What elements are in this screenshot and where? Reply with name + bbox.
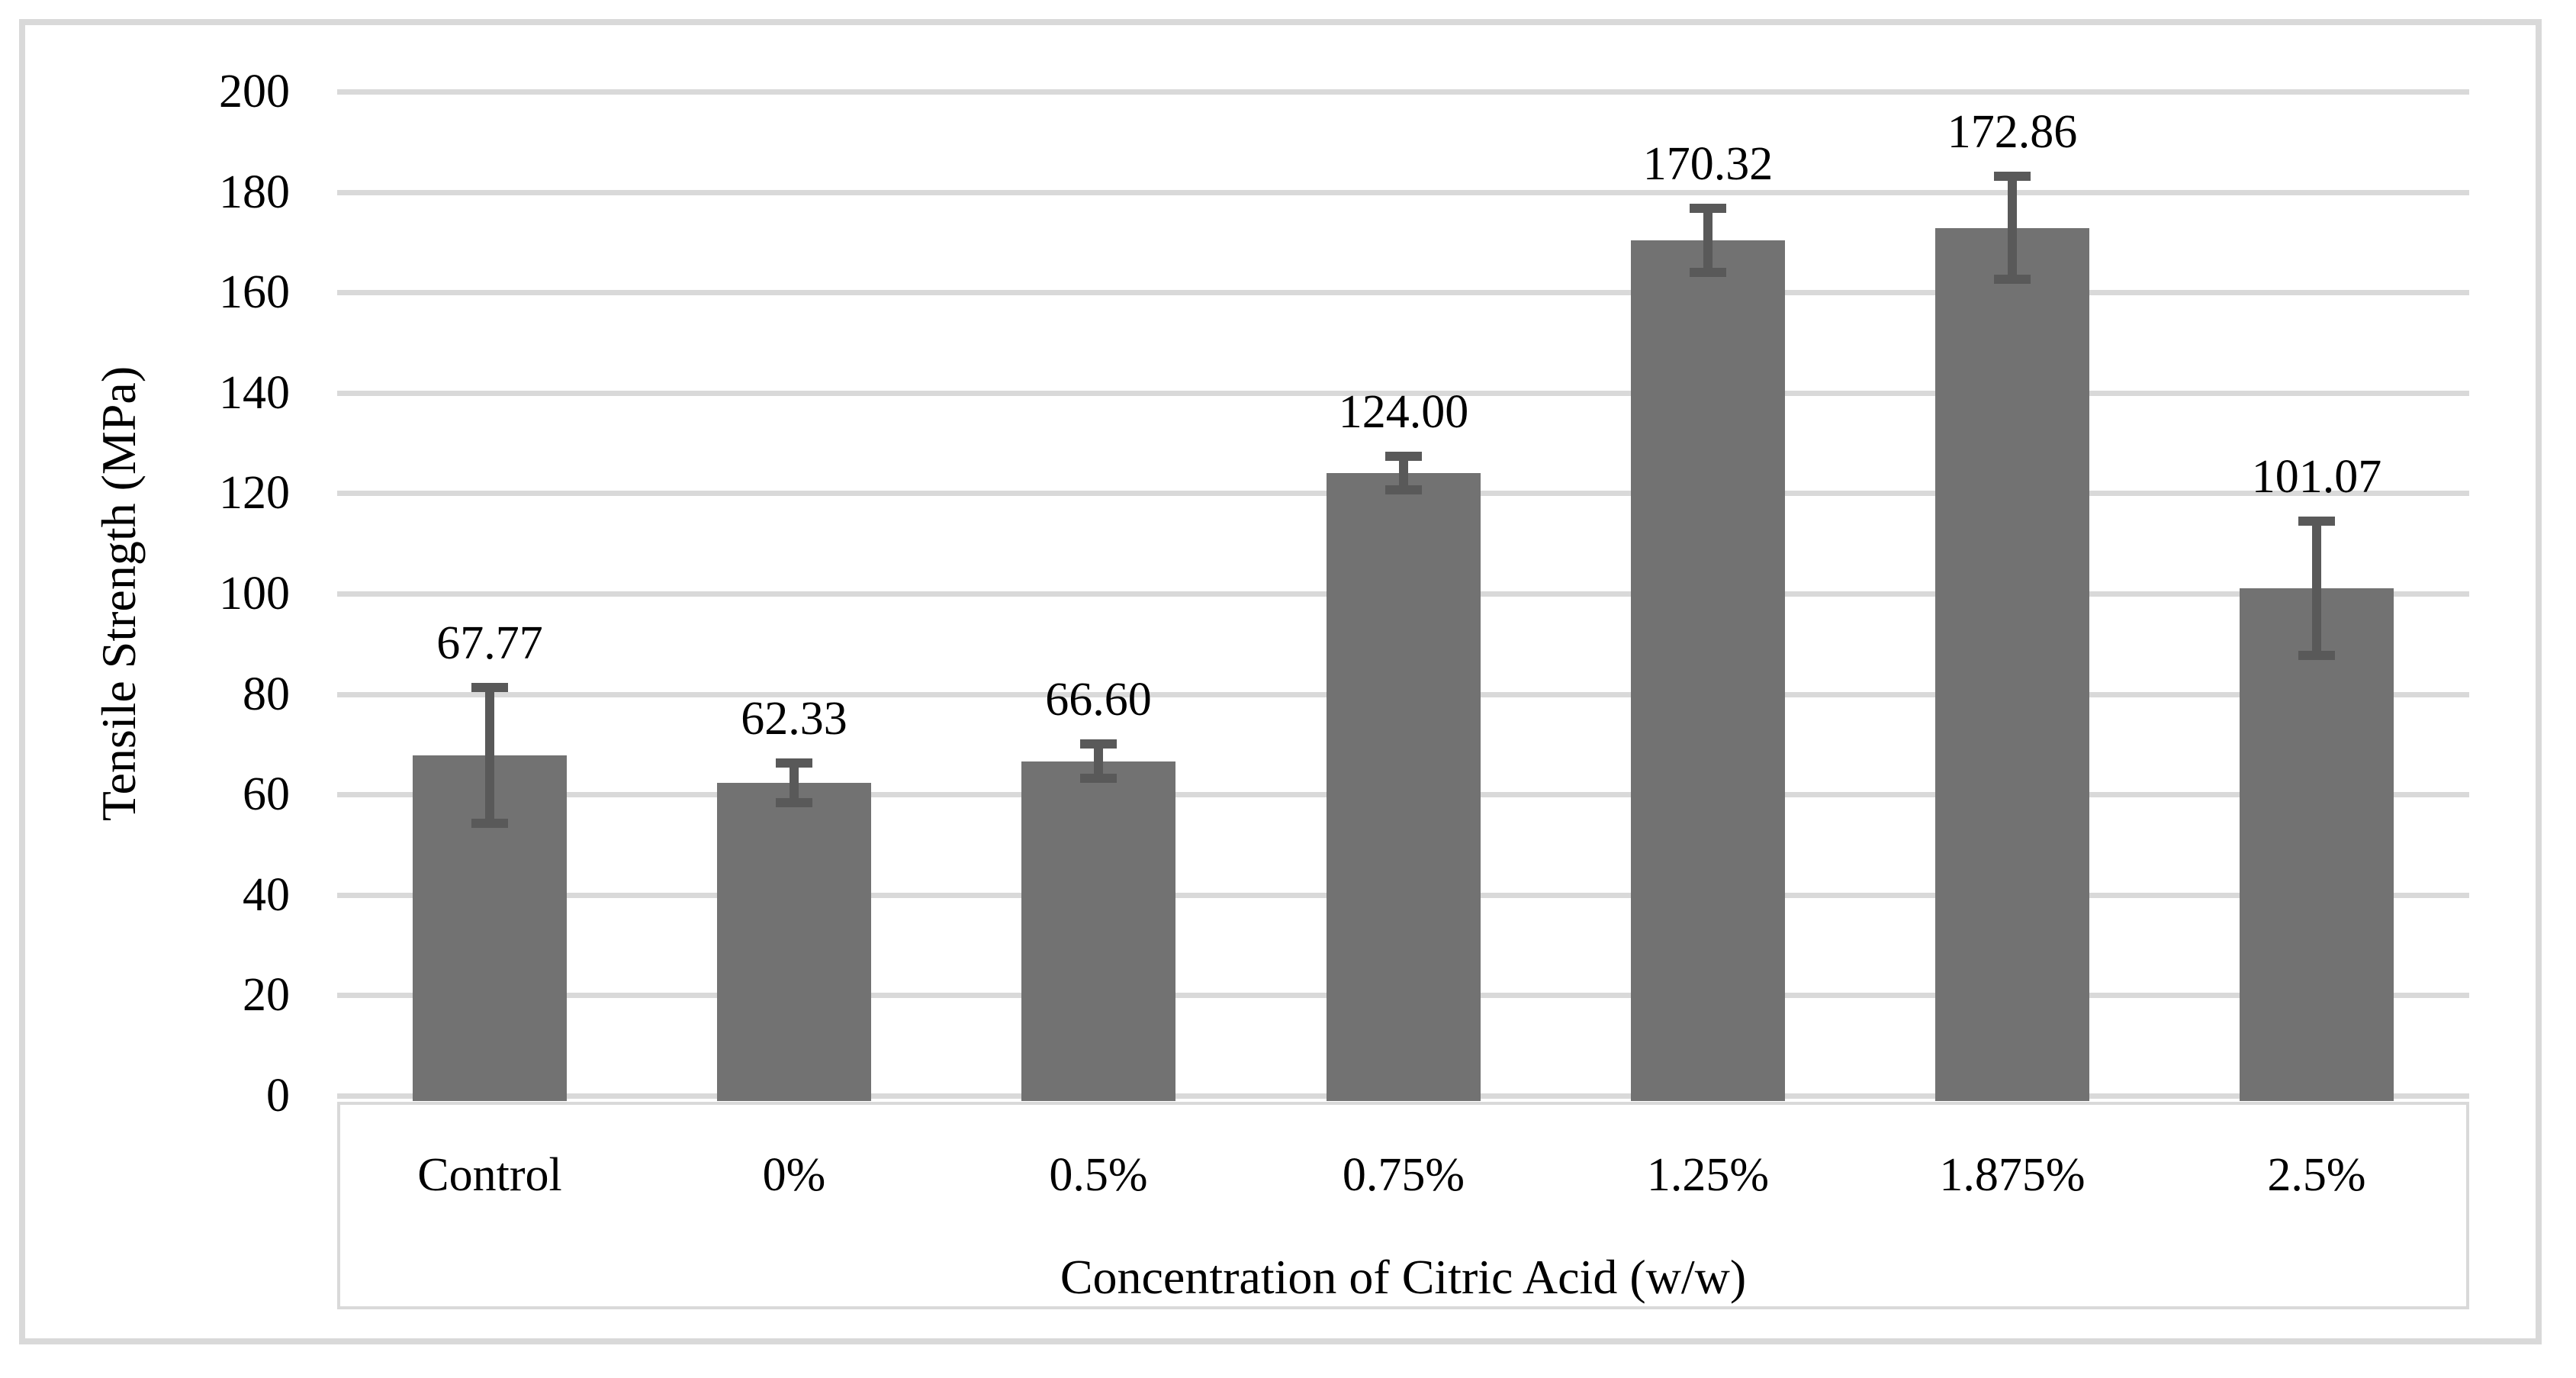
bar [2240,588,2394,1101]
error-bar-top-cap [1994,172,2031,181]
error-bar-line [1094,744,1103,778]
category-label: 2.5% [2267,1149,2366,1201]
error-bar-bottom-cap [1994,275,2031,284]
data-label: 124.00 [1338,386,1469,438]
plot-area: 67.77 62.33 66.60 124.00 170.32 172.86 101.07 [337,89,2469,1101]
bar [1021,761,1175,1101]
data-label: 101.07 [2251,451,2382,503]
bar [1631,240,1785,1101]
y-axis-tick-label: 0 [266,1070,290,1122]
error-bar-bottom-cap [471,819,508,828]
error-bar-line [2008,176,2017,278]
y-axis-tick-label: 20 [243,969,290,1021]
data-label: 62.33 [741,693,847,745]
gridline [337,89,2469,95]
gridline [337,190,2469,195]
error-bar-bottom-cap [776,798,812,807]
error-bar-top-cap [1385,452,1422,461]
x-axis-label-box: Concentration of Citric Acid (w/w) Contr… [337,1102,2469,1309]
error-bar-line [1703,208,1713,272]
category-label: Control [417,1149,562,1201]
y-axis-tick-label: 160 [219,266,290,318]
category-label: 0% [762,1149,826,1201]
gridline [337,391,2469,396]
error-bar-top-cap [776,758,812,768]
error-bar-top-cap [1690,204,1726,213]
data-label: 170.32 [1642,138,1774,190]
error-bar-line [2312,521,2321,655]
error-bar-bottom-cap [1080,774,1117,783]
data-label: 172.86 [1947,106,2078,158]
error-bar-top-cap [1080,739,1117,749]
x-axis-title: Concentration of Citric Acid (w/w) [1060,1250,1747,1304]
y-axis-tick-label: 100 [219,568,290,620]
error-bar-line [790,763,799,803]
error-bar-top-cap [471,683,508,692]
y-axis-tick-label: 200 [219,66,290,118]
error-bar-bottom-cap [1385,485,1422,494]
data-label: 67.77 [436,617,543,669]
error-bar-top-cap [2298,517,2335,526]
error-bar-line [1399,456,1408,491]
category-label: 0.75% [1342,1149,1465,1201]
bar [717,783,871,1101]
y-axis-tick-label: 180 [219,166,290,218]
category-label: 1.875% [1939,1149,2086,1201]
category-label: 0.5% [1049,1149,1148,1201]
error-bar-bottom-cap [2298,651,2335,660]
bar [1327,473,1481,1101]
error-bar-line [485,687,494,823]
gridline [337,290,2469,295]
y-axis-tick-label: 60 [243,768,290,820]
y-axis-tick-label: 80 [243,668,290,720]
category-label: 1.25% [1646,1149,1770,1201]
y-axis-tick-label: 140 [219,367,290,419]
y-axis-tick-label: 40 [243,869,290,921]
bar [1935,228,2089,1101]
error-bar-bottom-cap [1690,268,1726,277]
y-axis-tick-label: 120 [219,467,290,519]
data-label: 66.60 [1045,674,1152,726]
